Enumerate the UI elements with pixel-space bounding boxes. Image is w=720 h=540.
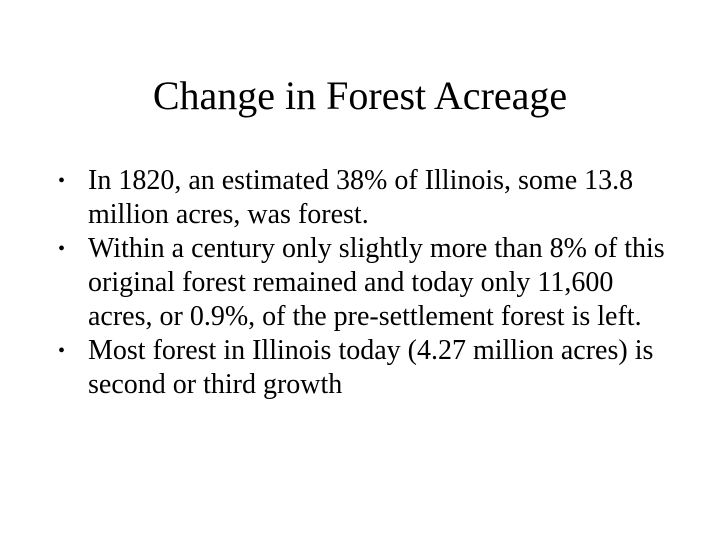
- bullet-icon: •: [58, 170, 66, 192]
- bullet-item: • Within a century only slightly more th…: [54, 232, 684, 334]
- bullet-list: • In 1820, an estimated 38% of Illinois,…: [54, 164, 684, 402]
- bullet-text: Within a century only slightly more than…: [88, 233, 665, 332]
- bullet-item: • In 1820, an estimated 38% of Illinois,…: [54, 164, 684, 232]
- bullet-icon: •: [58, 238, 66, 260]
- bullet-text: In 1820, an estimated 38% of Illinois, s…: [88, 165, 634, 230]
- bullet-text: Most forest in Illinois today (4.27 mill…: [88, 335, 654, 400]
- bullet-icon: •: [58, 340, 66, 362]
- bullet-item: • Most forest in Illinois today (4.27 mi…: [54, 334, 684, 402]
- slide-title: Change in Forest Acreage: [152, 73, 568, 118]
